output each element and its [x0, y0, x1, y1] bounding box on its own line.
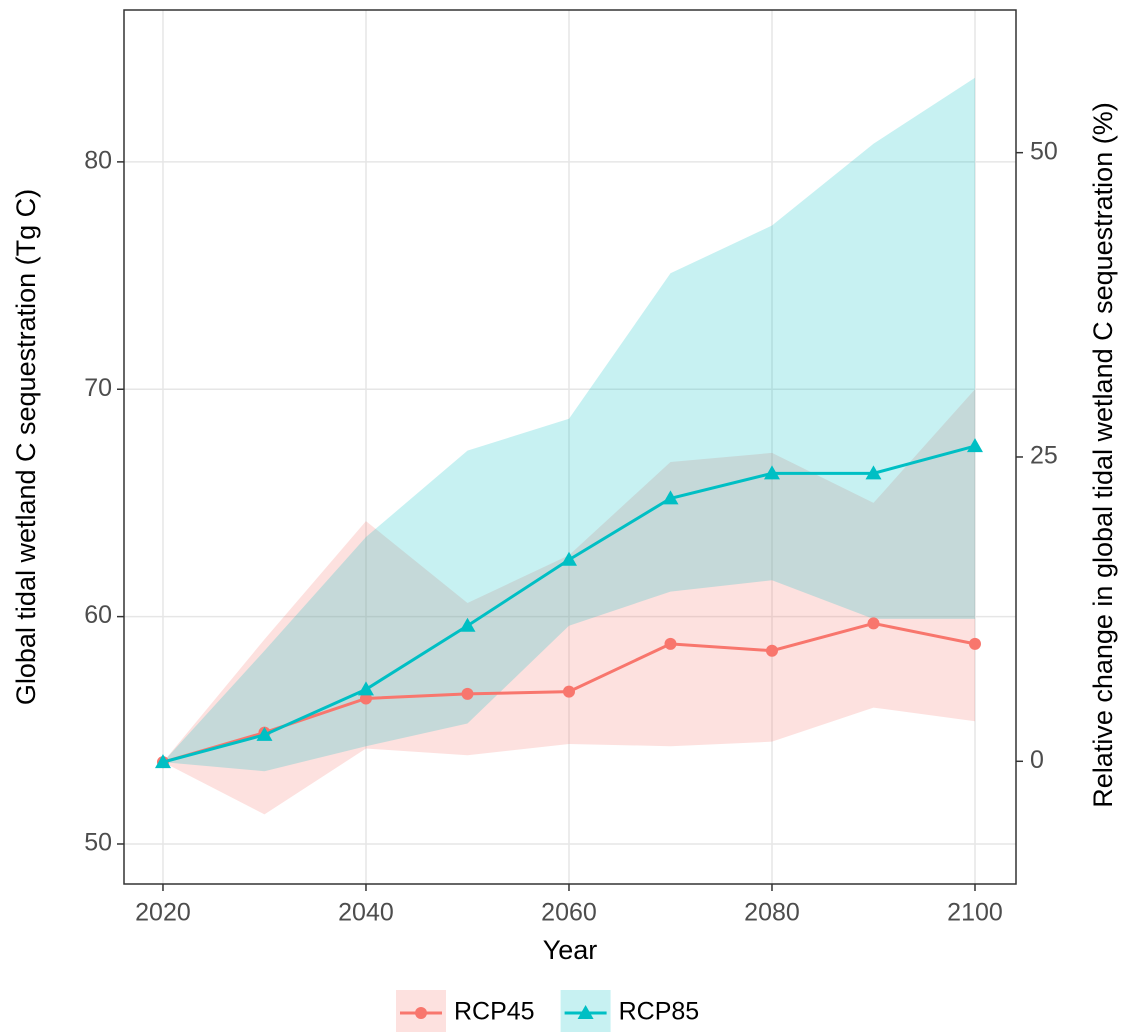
marker	[154, 754, 171, 769]
y2-axis-label: Relative change in global tidal wetland …	[1088, 102, 1118, 807]
plot-border	[123, 9, 1017, 885]
marker	[765, 644, 778, 657]
y-tick-label: 70	[84, 374, 112, 402]
y-tick-label: 80	[84, 146, 112, 174]
x-tick-label: 2020	[135, 899, 191, 927]
y2-tick-label: 50	[1030, 137, 1058, 165]
marker	[664, 637, 677, 650]
marker	[966, 438, 983, 453]
marker	[867, 617, 880, 630]
band	[162, 77, 975, 772]
y2-tick-label: 25	[1030, 442, 1058, 470]
x-axis-label: Year	[543, 935, 598, 965]
marker	[357, 681, 374, 696]
marker	[865, 465, 882, 480]
marker	[256, 726, 273, 741]
y-axis-label: Global tidal wetland C sequestration (Tg…	[11, 189, 41, 705]
legend-marker	[577, 1005, 594, 1019]
marker	[461, 687, 474, 700]
x-tick-label: 2080	[744, 899, 800, 927]
legend-label: RCP45	[454, 998, 535, 1026]
legend-marker	[415, 1007, 427, 1019]
marker	[359, 692, 372, 705]
y-tick-label: 50	[84, 829, 112, 857]
marker	[560, 551, 577, 566]
marker	[968, 637, 981, 650]
marker	[562, 685, 575, 698]
y2-tick-label: 0	[1030, 746, 1044, 774]
legend-label: RCP85	[619, 998, 700, 1026]
x-tick-label: 2060	[541, 899, 597, 927]
x-tick-label: 2040	[338, 899, 394, 927]
marker	[763, 465, 780, 480]
marker	[459, 617, 476, 632]
marker	[662, 490, 679, 505]
y-tick-label: 60	[84, 601, 112, 629]
x-tick-label: 2100	[947, 899, 1003, 927]
band	[162, 389, 975, 815]
